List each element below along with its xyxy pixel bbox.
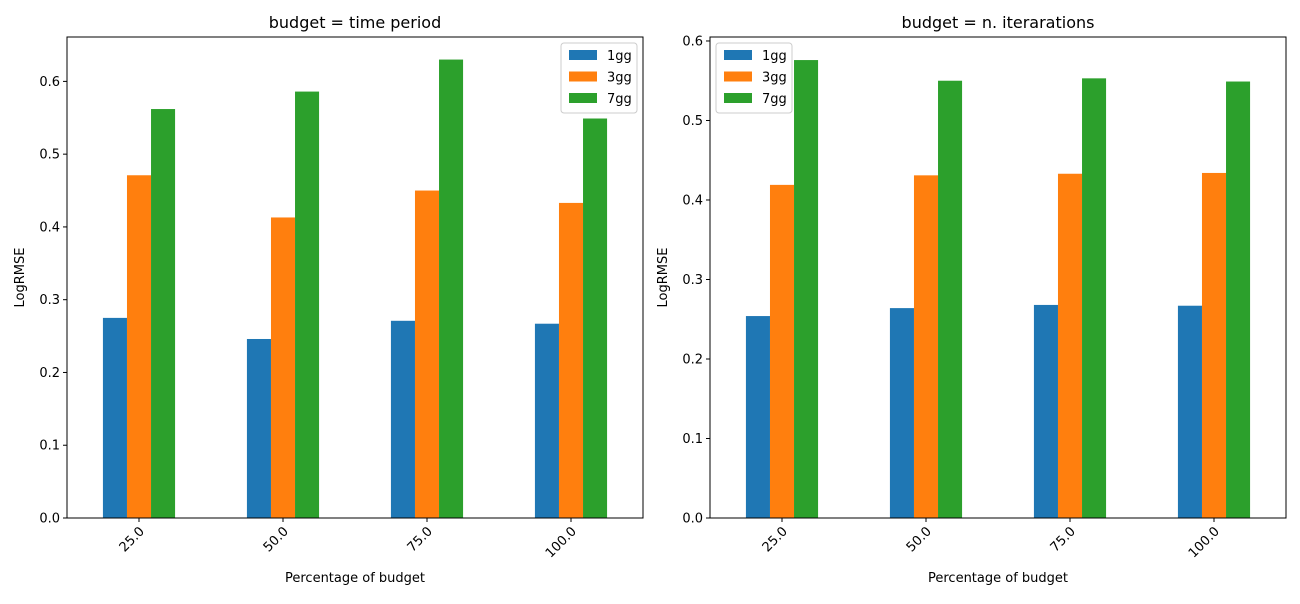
bar-3gg-50.0 [270, 217, 296, 519]
bar-3gg-100.0 [558, 202, 584, 519]
chart-title: budget = n. iterarations [902, 13, 1095, 32]
bar-1gg-75.0 [1033, 304, 1058, 518]
x-tick-label: 100.0 [543, 524, 580, 561]
bar-1gg-50.0 [889, 308, 914, 518]
y-tick-label: 0.5 [39, 148, 60, 163]
x-axis-label: Percentage of budget [285, 571, 425, 586]
bar-7gg-50.0 [938, 80, 963, 519]
y-tick-label: 0.0 [682, 512, 703, 527]
legend: 1gg 3gg 7gg [560, 42, 638, 114]
legend-swatch-7gg [569, 93, 597, 103]
y-tick-label: 0.2 [682, 352, 703, 367]
bar-1gg-25.0 [745, 316, 770, 518]
bar-3gg-50.0 [913, 175, 939, 518]
y-tick-label: 0.0 [39, 512, 60, 527]
x-tick-label: 25.0 [760, 524, 791, 555]
bar-7gg-25.0 [151, 109, 176, 519]
bar-3gg-25.0 [769, 184, 795, 518]
y-tick-label: 0.1 [682, 432, 703, 447]
legend-swatch-7gg [724, 93, 752, 103]
y-tick-label: 0.3 [39, 293, 60, 308]
y-tick-label: 0.3 [682, 273, 703, 288]
legend-label-1gg: 1gg [762, 49, 787, 64]
y-tick-label: 0.6 [682, 34, 703, 49]
bar-3gg-75.0 [414, 190, 440, 518]
bar-7gg-75.0 [1082, 78, 1107, 518]
legend-swatch-3gg [724, 71, 752, 82]
bar-3gg-75.0 [1057, 173, 1083, 518]
x-axis-label: Percentage of budget [928, 571, 1068, 586]
legend-label-1gg: 1gg [607, 49, 632, 64]
bar-1gg-50.0 [246, 338, 271, 518]
bar-3gg-25.0 [126, 175, 152, 519]
y-axis-label: LogRMSE [656, 248, 671, 308]
bar-7gg-100.0 [583, 118, 608, 518]
y-tick-label: 0.1 [39, 439, 60, 454]
y-tick-label: 0.6 [39, 75, 60, 90]
x-tick-label: 75.0 [405, 524, 436, 555]
legend-label-3gg: 3gg [762, 71, 787, 86]
bar-1gg-75.0 [390, 320, 415, 518]
bar-7gg-100.0 [1226, 81, 1251, 519]
plot-frame [709, 36, 1287, 519]
x-tick-label: 25.0 [117, 524, 148, 555]
bar-3gg-100.0 [1201, 172, 1227, 518]
x-tick-label: 100.0 [1186, 524, 1223, 561]
bar-1gg-100.0 [534, 323, 559, 518]
legend-swatch-1gg [724, 50, 752, 60]
legend-swatch-3gg [569, 71, 597, 82]
bar-1gg-100.0 [1177, 305, 1202, 518]
bar-7gg-25.0 [794, 60, 819, 518]
y-axis-label: LogRMSE [13, 248, 28, 308]
plot-frame [66, 36, 644, 519]
y-tick-label: 0.2 [39, 366, 60, 381]
x-tick-label: 50.0 [904, 524, 935, 555]
y-tick-label: 0.4 [39, 220, 60, 235]
bar-1gg-25.0 [102, 317, 127, 518]
bar-7gg-75.0 [439, 59, 464, 518]
y-tick-label: 0.5 [682, 114, 703, 129]
legend-label-3gg: 3gg [607, 71, 632, 86]
x-tick-label: 50.0 [261, 524, 292, 555]
legend-label-7gg: 7gg [762, 92, 787, 107]
chart-panel-2: 0.0 0.1 0.2 0.3 0.4 0.5 0.6 25.0 50.0 75.0 100.0 bu… [656, 13, 1287, 586]
x-tick-label: 75.0 [1048, 524, 1079, 555]
legend-swatch-1gg [569, 50, 597, 60]
chart-title: budget = time period [269, 13, 442, 32]
y-tick-label: 0.4 [682, 193, 703, 208]
bar-7gg-50.0 [295, 91, 320, 518]
legend-label-7gg: 7gg [607, 92, 632, 107]
legend: 1gg 3gg 7gg [715, 42, 793, 114]
chart-panel-1: 0.0 0.1 0.2 0.3 0.4 0.5 0.6 25.0 50.0 75.0 100.0 bu… [13, 13, 644, 586]
